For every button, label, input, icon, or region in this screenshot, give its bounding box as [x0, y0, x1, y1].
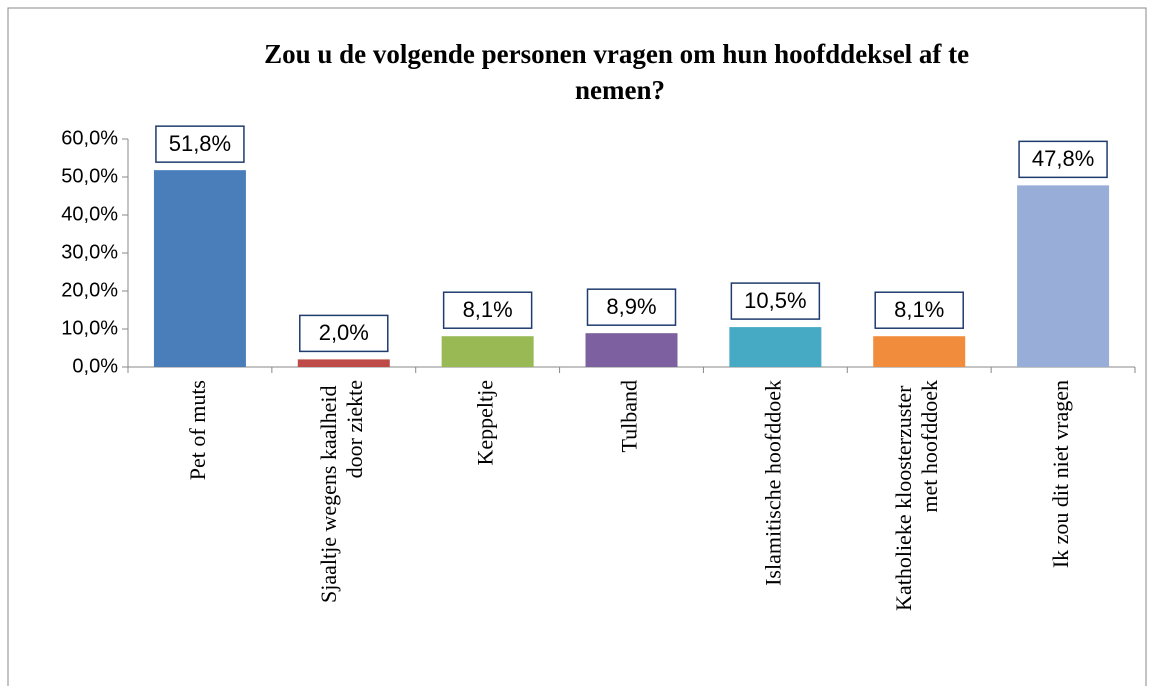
y-tick-label: 40,0% [61, 203, 118, 225]
bar [153, 170, 246, 367]
bar [297, 359, 390, 367]
value-label: 2,0% [319, 320, 369, 345]
chart-title: Zou u de volgende personen vragen om hun… [264, 39, 976, 105]
x-tick-label: Sjaaltje wegens kaalheid door ziekte [316, 380, 367, 603]
value-label-box [442, 291, 533, 329]
value-label: 8,9% [606, 294, 656, 319]
value-label: 8,1% [894, 297, 944, 322]
value-label: 10,5% [744, 288, 806, 313]
bar [1017, 185, 1110, 367]
y-tick-label: 30,0% [61, 241, 118, 263]
y-tick-label: 60,0% [61, 127, 118, 149]
value-label-box [730, 282, 821, 320]
bar [729, 327, 822, 367]
x-tick-label: Ik zou dit niet vragen [1048, 380, 1073, 568]
x-tick-label: Pet of muts [185, 380, 210, 480]
x-tick-label: Tulband [617, 380, 642, 453]
value-label-box [155, 125, 245, 163]
bar [873, 336, 966, 367]
x-tick-label: Keppeltje [473, 380, 498, 466]
bar [585, 333, 678, 367]
value-label-box [299, 314, 389, 353]
value-label: 47,8% [1032, 146, 1094, 171]
x-tick-label: Katholieke kloosterzuster met hoofddoek [891, 380, 942, 611]
value-label-box [874, 291, 964, 329]
value-label-box [586, 288, 677, 326]
y-tick-label: 50,0% [61, 165, 118, 187]
x-tick-label: Islamitische hoofddoek [760, 380, 785, 586]
y-tick-label: 0,0% [72, 355, 118, 377]
y-tick-label: 10,0% [61, 317, 118, 339]
value-label-box [1018, 140, 1108, 179]
bar [441, 336, 534, 367]
value-label: 51,8% [169, 131, 231, 156]
y-tick-label: 20,0% [61, 279, 118, 301]
value-label: 8,1% [463, 297, 513, 322]
